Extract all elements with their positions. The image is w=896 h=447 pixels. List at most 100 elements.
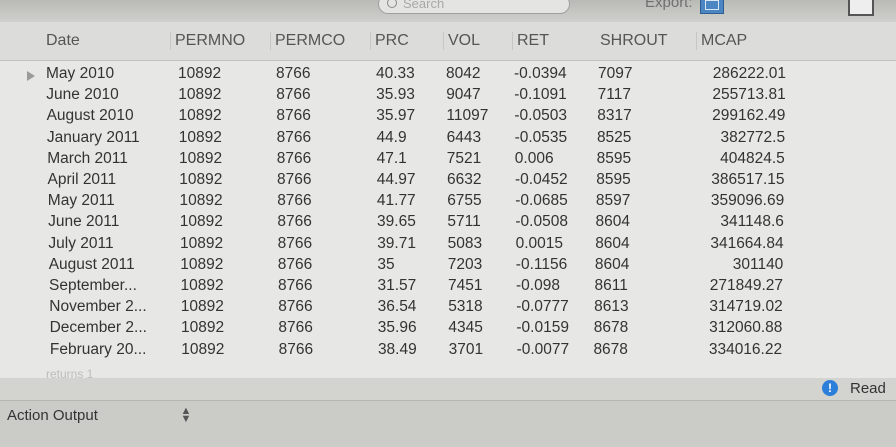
cell-permno: 10892 <box>180 298 224 316</box>
cell-date: March 2011 <box>47 149 128 167</box>
cell-prc: 35 <box>377 255 395 273</box>
table-row[interactable]: September... 10892 8766 31.57 7451 -0.098 8611… <box>0 277 896 298</box>
cell-date: June 2011 <box>48 213 120 231</box>
column-header-prc[interactable]: PRC <box>370 32 409 50</box>
cell-vol: 7451 <box>448 277 483 294</box>
cell-mcap: 299162.49 <box>712 107 786 125</box>
column-header-date[interactable]: Date <box>46 32 80 49</box>
cell-permco: 8766 <box>276 149 312 167</box>
cell-ret: -0.1156 <box>515 255 568 273</box>
cell-prc: 38.49 <box>377 340 417 358</box>
cell-vol: 6632 <box>447 171 482 188</box>
cell-shrout: 8678 <box>593 319 629 337</box>
cell-prc: 35.93 <box>376 86 415 104</box>
cell-shrout: 8317 <box>597 107 632 125</box>
column-header-permco[interactable]: PERMCO <box>270 32 345 50</box>
cell-shrout: 8595 <box>596 149 632 167</box>
cell-mcap: 404824.5 <box>720 149 785 167</box>
table-row[interactable]: January 2011 10892 8766 44.9 6443 -0.0535 8525… <box>0 129 896 150</box>
cell-permco: 8766 <box>278 340 314 358</box>
cell-mcap: 386517.15 <box>711 171 785 188</box>
cell-vol: 6755 <box>447 192 482 210</box>
column-header-shrout[interactable]: SHROUT <box>600 32 668 49</box>
cell-mcap: 334016.22 <box>708 340 783 358</box>
table-row[interactable]: November 2... 10892 8766 36.54 5318 -0.0777 86… <box>0 298 896 319</box>
cell-mcap: 314719.02 <box>709 298 783 316</box>
cell-ret: -0.0452 <box>515 171 568 188</box>
table-row[interactable]: December 2... 10892 8766 35.96 4345 -0.0159 86… <box>0 319 896 340</box>
status-bar: ! Read <box>0 378 896 400</box>
cell-permno: 10892 <box>179 149 223 167</box>
row-selection-arrow-icon <box>27 71 35 81</box>
cell-ret: -0.0077 <box>516 340 570 358</box>
cell-ret: 0.006 <box>514 149 554 167</box>
cell-shrout: 8595 <box>596 171 631 188</box>
cell-vol: 4345 <box>448 319 483 337</box>
cell-permno: 10892 <box>179 213 223 231</box>
table-row[interactable]: February 20... 10892 8766 38.49 3701 -0.0077 8… <box>0 341 896 362</box>
cell-permno: 10892 <box>179 192 223 210</box>
cell-date: August 2011 <box>48 255 135 273</box>
cell-permno: 10892 <box>178 107 222 125</box>
table-row[interactable]: March 2011 10892 8766 47.1 7521 0.006 8595 4048… <box>0 150 896 171</box>
table-row[interactable]: May 2010 10892 8766 40.33 8042 -0.0394 7097 286… <box>0 65 896 86</box>
column-header-permno[interactable]: PERMNO <box>170 32 245 50</box>
cell-prc: 41.77 <box>376 192 416 210</box>
cell-date: August 2010 <box>46 107 134 125</box>
cell-mcap: 286222.01 <box>712 65 786 82</box>
export-label: Export: <box>645 0 693 11</box>
cell-shrout: 7117 <box>597 86 631 104</box>
cell-vol: 3701 <box>448 340 484 358</box>
cell-ret: 0.0015 <box>515 234 564 252</box>
cell-permco: 8766 <box>278 277 313 294</box>
info-icon: ! <box>822 380 838 396</box>
cell-mcap: 341148.6 <box>720 213 784 231</box>
cell-shrout: 8604 <box>594 255 630 273</box>
cell-ret: -0.0535 <box>514 128 568 146</box>
cell-permco: 8766 <box>277 234 313 252</box>
table-row[interactable]: June 2010 10892 8766 35.93 9047 -0.1091 7117 25… <box>0 86 896 107</box>
cell-date: May 2011 <box>47 192 115 210</box>
table-row[interactable]: July 2011 10892 8766 39.71 5083 0.0015 8604 341… <box>0 235 896 256</box>
cell-permco: 8766 <box>277 255 313 273</box>
cell-permno: 10892 <box>180 234 224 252</box>
cell-mcap: 255713.81 <box>712 86 786 104</box>
window-icon[interactable] <box>848 0 874 16</box>
cell-ret: -0.0159 <box>516 319 569 337</box>
cell-ret: -0.0777 <box>516 298 569 316</box>
footer-note: returns 1 <box>46 367 94 381</box>
column-header-mcap[interactable]: MCAP <box>696 32 747 50</box>
export-spreadsheet-icon[interactable] <box>700 0 724 14</box>
cell-date: May 2010 <box>46 65 115 82</box>
table-row[interactable]: April 2011 10892 8766 44.97 6632 -0.0452 8595 3… <box>0 171 896 192</box>
cell-ret: -0.0508 <box>515 213 568 231</box>
table-row[interactable]: June 2011 10892 8766 39.65 5711 -0.0508 8604 34… <box>0 213 896 234</box>
cell-date: November 2... <box>49 298 147 316</box>
cell-prc: 31.57 <box>377 277 417 294</box>
data-table: Date PERMNO PERMCO PRC VOL RET SHROUT MC… <box>0 22 896 381</box>
toolbar: Search Export: <box>0 0 896 23</box>
cell-permno: 10892 <box>181 340 225 358</box>
cell-permno: 10892 <box>178 128 222 146</box>
search-input[interactable]: Search <box>378 0 570 14</box>
cell-shrout: 8604 <box>595 234 630 252</box>
table-row[interactable]: August 2011 10892 8766 35 7203 -0.1156 8604 301… <box>0 256 896 277</box>
cell-date: June 2010 <box>46 86 119 104</box>
table-row[interactable]: May 2011 10892 8766 41.77 6755 -0.0685 8597 359… <box>0 192 896 213</box>
table-row[interactable]: August 2010 10892 8766 35.97 11097 -0.0503 831… <box>0 107 896 128</box>
cell-mcap: 341664.84 <box>710 234 784 252</box>
cell-shrout: 8613 <box>594 298 629 316</box>
cell-mcap: 271849.27 <box>709 277 783 294</box>
action-output-bar: Action Output ▲ ▼ <box>0 400 896 447</box>
cell-permno: 10892 <box>180 255 224 273</box>
column-header-ret[interactable]: RET <box>512 32 549 50</box>
stepper-icon[interactable]: ▲ ▼ <box>180 405 192 425</box>
cell-date: February 20... <box>49 340 147 358</box>
column-header-vol[interactable]: VOL <box>443 32 480 50</box>
cell-permco: 8766 <box>277 213 312 231</box>
cell-vol: 5318 <box>448 298 483 316</box>
cell-ret: -0.098 <box>516 277 560 294</box>
cell-mcap: 359096.69 <box>710 192 785 210</box>
cell-vol: 7203 <box>447 255 483 273</box>
cell-permco: 8766 <box>277 171 312 188</box>
